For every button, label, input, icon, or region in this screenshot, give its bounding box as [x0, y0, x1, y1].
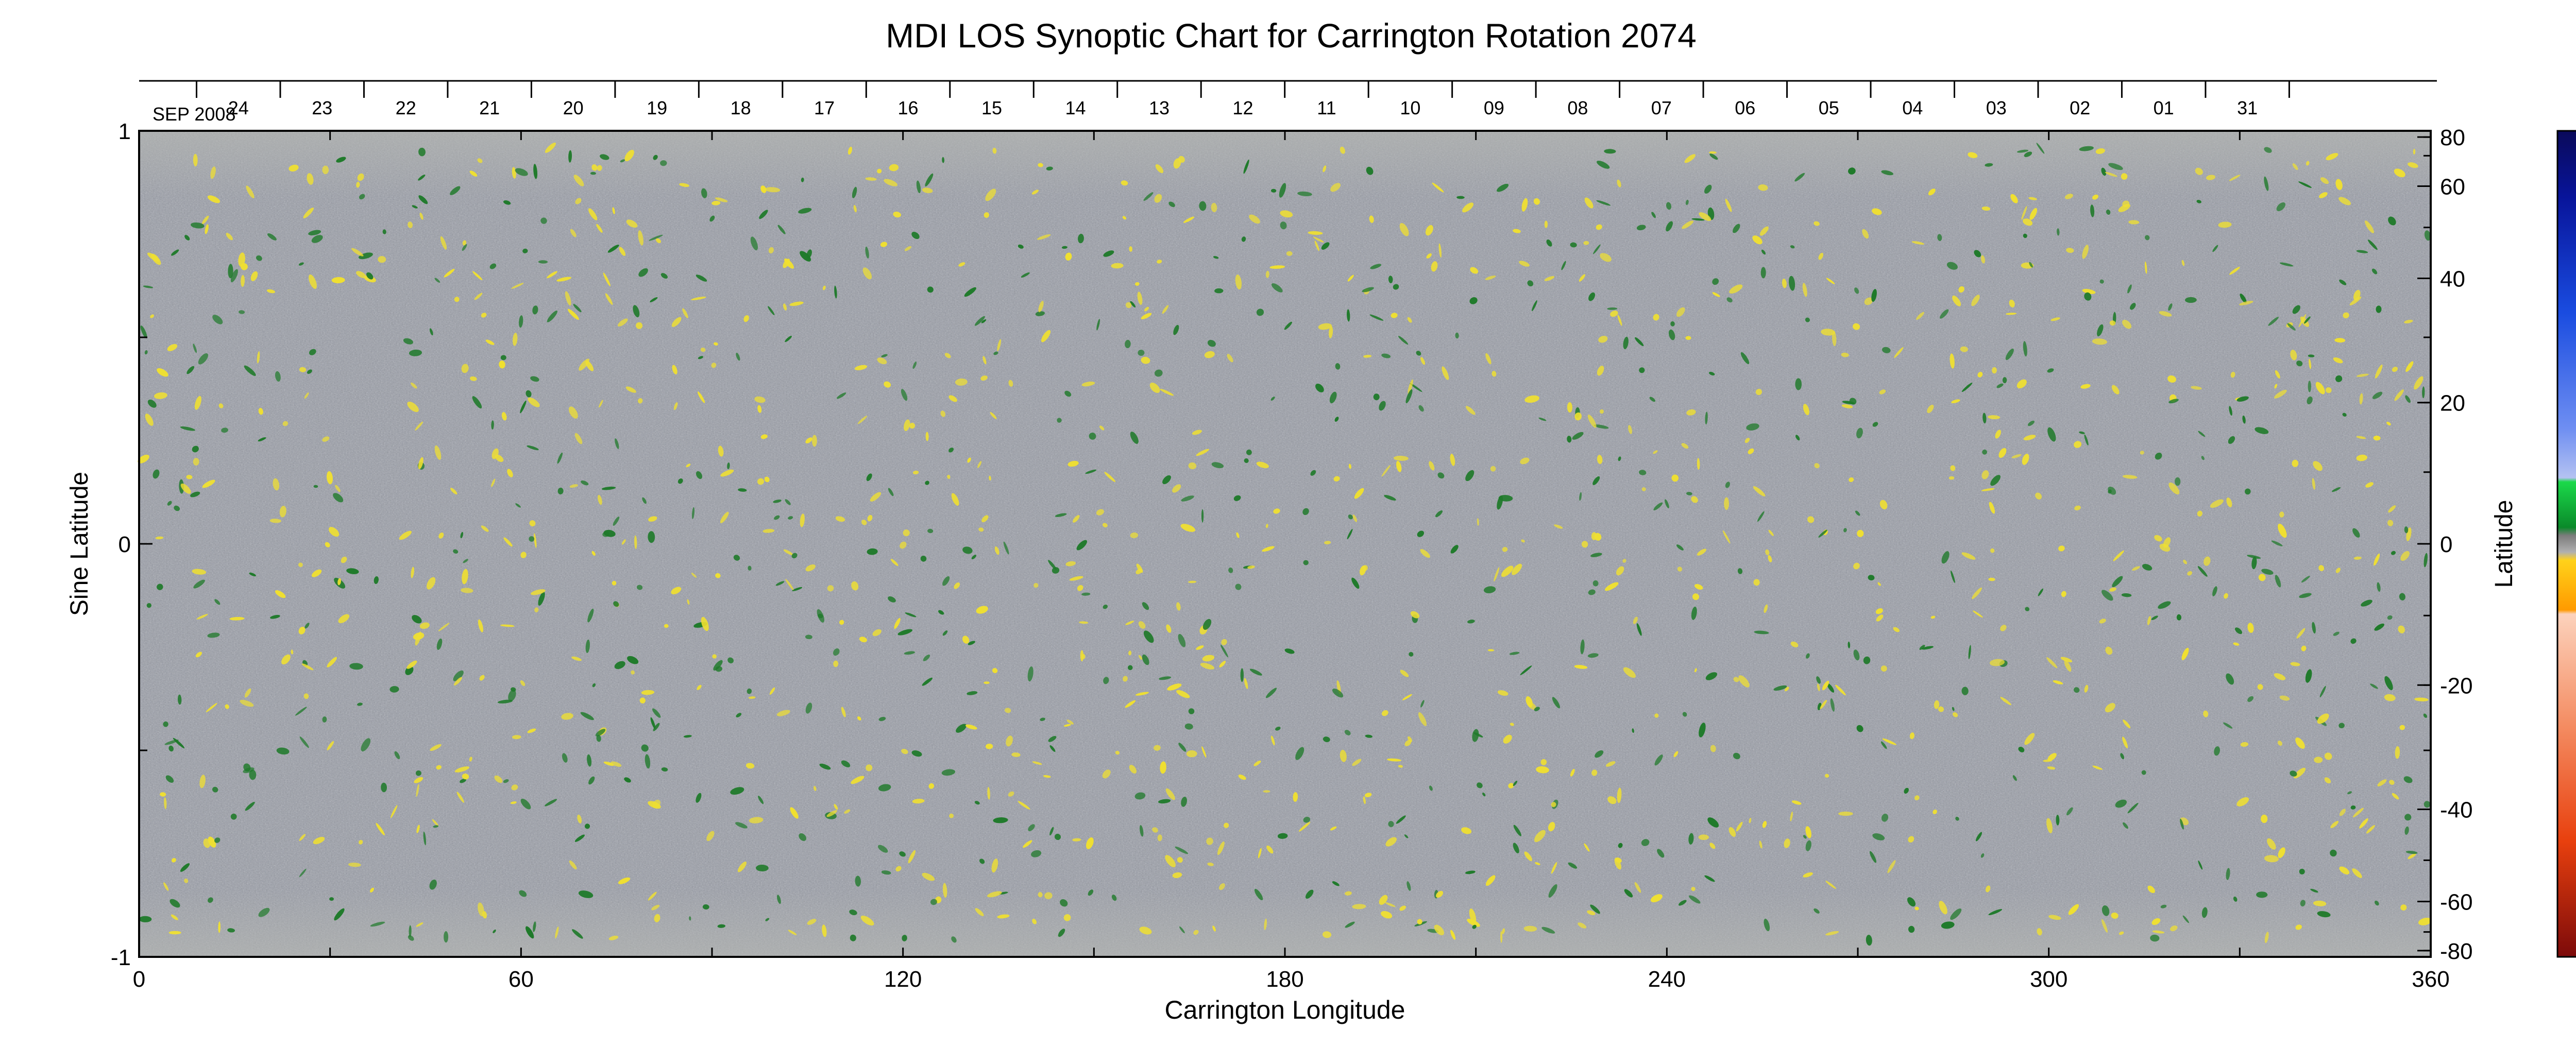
date-day-label: 19	[647, 97, 667, 118]
latitude-tick-label: -40	[2440, 798, 2473, 823]
latitude-tick-label: 0	[2440, 532, 2452, 557]
date-day-label: 09	[1484, 97, 1504, 118]
colorbar: 150010005000-500-1000-1500	[2556, 130, 2576, 958]
date-day-label: 15	[981, 97, 1002, 118]
x-tick-label: 180	[1266, 967, 1303, 992]
date-axis-month-label: SEP 2008	[152, 104, 235, 125]
y-axis-sine-latitude: -1 0 1	[111, 119, 152, 970]
x-tick-label: 60	[509, 967, 534, 992]
date-day-label: 10	[1400, 97, 1420, 118]
date-day-label: 21	[479, 97, 500, 118]
date-day-label: 11	[1317, 97, 1336, 118]
date-day-label: 17	[814, 97, 835, 118]
date-day-label: 14	[1065, 97, 1086, 118]
date-day-label: 12	[1232, 97, 1253, 118]
date-day-label: 04	[1902, 97, 1923, 118]
date-day-label: 22	[396, 97, 416, 118]
x-tick-label: 240	[1648, 967, 1686, 992]
magnetogram-field	[138, 131, 2432, 957]
y-tick-label: -1	[111, 945, 131, 970]
x-tick-label: 120	[884, 967, 922, 992]
date-axis: 24 23 22 21 20 19 18 17 16 15 14 13 12 11 10 09 08 07 06 05…	[139, 80, 2437, 125]
x-tick-label: 300	[2030, 967, 2067, 992]
x-axis-label: Carrington Longitude	[1165, 995, 1405, 1024]
y-axis-label: Sine Latitude	[66, 472, 93, 616]
latitude-tick-label: 60	[2440, 174, 2465, 199]
x-axis: 0 60 120 180 240 300 360	[133, 131, 2450, 992]
date-day-label: 23	[312, 97, 332, 118]
date-day-label: 31	[2237, 97, 2258, 118]
latitude-tick-label: -20	[2440, 673, 2473, 698]
y-tick-label: 1	[118, 119, 131, 144]
date-day-label: 16	[898, 97, 919, 118]
date-day-label: 05	[1819, 97, 1839, 118]
date-day-label: 24	[228, 97, 249, 118]
date-day-label: 20	[563, 97, 584, 118]
date-day-label: 03	[1986, 97, 2007, 118]
x-tick-label: 0	[133, 967, 145, 992]
date-day-label: 06	[1735, 97, 1755, 118]
y-axis-latitude: 80 60 40 20 0 -20 -40 -60 -80	[2417, 125, 2473, 964]
latitude-tick-label: -80	[2440, 939, 2473, 964]
y-axis-label-right: Latitude	[2490, 500, 2518, 588]
date-day-label: 07	[1651, 97, 1672, 118]
date-day-label: 02	[2070, 97, 2090, 118]
latitude-tick-label: 80	[2440, 125, 2465, 150]
colorbar-gradient	[2556, 130, 2576, 958]
date-day-label: 13	[1149, 97, 1170, 118]
chart-title: MDI LOS Synoptic Chart for Carrington Ro…	[886, 16, 1697, 55]
y-tick-label: 0	[118, 532, 131, 557]
date-day-label: 08	[1567, 97, 1588, 118]
latitude-tick-label: 40	[2440, 266, 2465, 291]
latitude-tick-label: -60	[2440, 890, 2473, 915]
date-day-label: 18	[731, 97, 751, 118]
x-tick-label: 360	[2412, 967, 2449, 992]
latitude-tick-label: 20	[2440, 391, 2465, 416]
date-day-label: 01	[2154, 97, 2174, 118]
